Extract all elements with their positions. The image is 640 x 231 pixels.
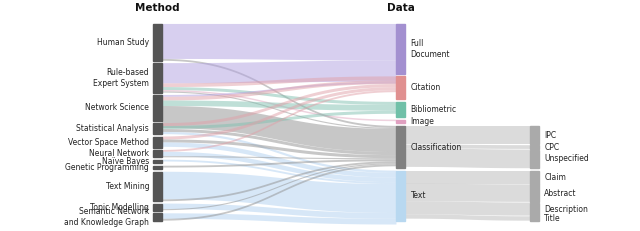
Polygon shape [162,84,396,126]
Bar [153,24,162,61]
Polygon shape [162,90,396,121]
Bar [153,166,162,169]
Polygon shape [162,161,396,201]
Polygon shape [405,148,531,168]
Text: IPC: IPC [544,131,556,140]
Bar [153,137,162,148]
Polygon shape [162,76,396,87]
Polygon shape [162,140,396,158]
Text: Citation: Citation [410,83,441,92]
Polygon shape [162,111,396,129]
Bar [531,216,540,221]
Text: Method: Method [135,3,180,13]
Polygon shape [162,61,396,83]
Polygon shape [162,80,396,100]
Bar [153,123,162,134]
Bar [531,170,540,184]
Polygon shape [162,59,396,128]
Text: Statistical Analysis: Statistical Analysis [76,124,149,133]
Polygon shape [405,145,531,149]
Text: Full
Document: Full Document [410,39,450,59]
Bar [153,160,162,163]
Bar [153,150,162,157]
Bar [396,120,405,124]
Text: Text: Text [410,191,426,200]
Polygon shape [162,90,396,152]
Polygon shape [162,129,396,155]
Bar [153,63,162,93]
Text: Topic Modelling: Topic Modelling [90,203,149,212]
Polygon shape [162,163,396,210]
Text: Neural Network: Neural Network [89,149,149,158]
Polygon shape [162,132,396,173]
Text: Classification: Classification [410,143,461,152]
Polygon shape [405,126,531,145]
Polygon shape [405,201,531,216]
Bar [531,126,540,145]
Polygon shape [162,100,396,111]
Polygon shape [162,143,396,177]
Polygon shape [405,214,531,221]
Text: CPC: CPC [544,143,559,152]
Text: Abstract: Abstract [544,188,577,198]
Bar [531,149,540,168]
Bar [531,203,540,216]
Polygon shape [162,172,396,213]
Polygon shape [162,204,396,219]
Text: Text Mining: Text Mining [106,182,149,191]
Text: Vector Space Method: Vector Space Method [68,137,149,146]
Text: Human Study: Human Study [97,38,149,47]
Polygon shape [162,213,396,225]
Bar [531,184,540,202]
Polygon shape [162,152,396,182]
Bar [153,172,162,201]
Text: Description: Description [544,205,588,214]
Bar [396,102,405,117]
Polygon shape [162,160,396,184]
Text: Claim: Claim [544,173,566,182]
Polygon shape [162,24,396,61]
Bar [396,24,405,74]
Bar [396,126,405,168]
Bar [396,76,405,100]
Polygon shape [162,164,396,221]
Text: Data: Data [387,3,415,13]
Polygon shape [162,87,396,105]
Polygon shape [162,91,396,129]
Bar [531,145,540,149]
Bar [153,95,162,121]
Text: Title: Title [544,214,561,223]
Text: Naïve Bayes: Naïve Bayes [102,157,149,166]
Polygon shape [162,82,396,97]
Polygon shape [405,170,531,184]
Bar [153,213,162,221]
Bar [153,204,162,211]
Polygon shape [162,159,396,167]
Text: Unspecified: Unspecified [544,154,589,163]
Polygon shape [162,106,396,152]
Text: Bibliometric: Bibliometric [410,105,456,114]
Polygon shape [405,184,531,202]
Text: Network Science: Network Science [85,103,149,112]
Text: Rule-based
Expert System: Rule-based Expert System [93,68,149,88]
Text: Semantic Network
and Knowledge Graph: Semantic Network and Knowledge Graph [65,207,149,227]
Polygon shape [162,156,396,159]
Polygon shape [162,87,396,140]
Text: Genetic Programming: Genetic Programming [65,163,149,172]
Text: Image: Image [410,117,435,126]
Bar [396,170,405,221]
